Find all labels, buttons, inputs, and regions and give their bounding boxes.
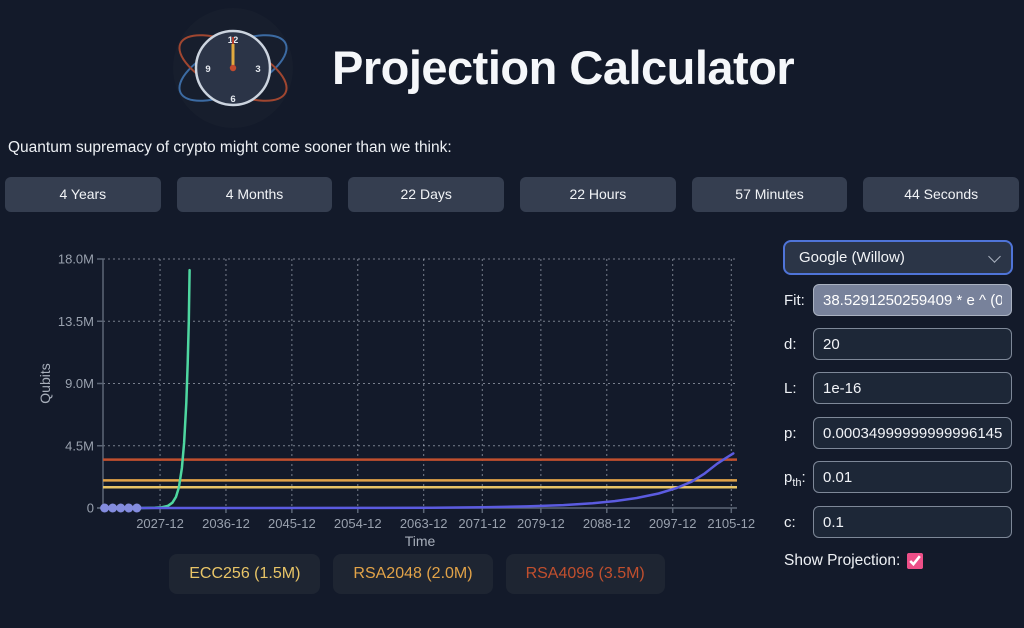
countdown-row: 4 Years 4 Months 22 Days 22 Hours 57 Min… [5, 177, 1020, 212]
show-projection-checkbox[interactable] [907, 553, 924, 569]
x-tick-label: 2105-12 [707, 516, 755, 531]
legend-ecc256-button[interactable]: ECC256 (1.5M) [169, 554, 321, 594]
p-input[interactable] [813, 417, 1012, 449]
countdown-minutes-button[interactable]: 57 Minutes [691, 177, 848, 212]
x-tick-label: 2071-12 [458, 516, 506, 531]
x-tick-label: 2045-12 [268, 516, 316, 531]
fit-input[interactable] [813, 284, 1012, 316]
pth-label: pth: [784, 469, 806, 489]
countdown-days-button[interactable]: 22 Days [348, 177, 505, 212]
x-tick-label: 2063-12 [400, 516, 448, 531]
page-title: Projection Calculator [332, 41, 795, 94]
countdown-hours-button[interactable]: 22 Hours [520, 177, 676, 212]
y-tick-label: 4.5M [65, 438, 94, 453]
y-tick-label: 9.0M [65, 376, 94, 391]
y-tick-label: 18.0M [58, 252, 94, 267]
legend-rsa4096-button[interactable]: RSA4096 (3.5M) [505, 554, 665, 594]
doomsday-clock-icon: 12 3 6 9 [171, 6, 295, 130]
countdown-years-button[interactable]: 4 Years [5, 177, 161, 212]
historical-qubits-dot [108, 503, 118, 513]
x-tick-label: 2054-12 [334, 516, 382, 531]
c-input[interactable] [813, 506, 1012, 538]
countdown-months-button[interactable]: 4 Months [176, 177, 333, 212]
projection-curve [102, 452, 735, 510]
controls-panel: Google (Willow) Fit: d: L: p: pth: c: Sh… [783, 240, 1013, 580]
historical-qubits-dot [124, 503, 134, 513]
d-input[interactable] [813, 328, 1012, 360]
historical-qubits-dot [132, 503, 142, 513]
countdown-seconds-button[interactable]: 44 Seconds [863, 177, 1020, 212]
chart-legend: ECC256 (1.5M) RSA2048 (2.0M) RSA4096 (3.… [97, 554, 737, 594]
show-projection-label: Show Projection: [784, 552, 901, 569]
pth-input[interactable] [813, 461, 1012, 493]
p-label: p: [784, 425, 797, 442]
hardware-select[interactable]: Google (Willow) [783, 240, 1013, 275]
y-tick-label: 13.5M [58, 314, 94, 329]
x-tick-label: 2027-12 [136, 516, 184, 531]
x-tick-label: 2079-12 [517, 516, 565, 531]
c-label: c: [784, 514, 796, 531]
clock-center-dot [229, 64, 237, 72]
svg-text:6: 6 [230, 94, 235, 105]
historical-qubits-dot [116, 503, 126, 513]
qubits-projection-chart: 0 4.5M 9.0M 13.5M 18.0M 2027-12 2036-12 2045-12… [37, 252, 755, 550]
x-axis-title: Time [405, 533, 436, 549]
d-label: d: [784, 336, 797, 353]
historical-qubits-dot [100, 503, 110, 513]
x-tick-label: 2036-12 [202, 516, 250, 531]
l-input[interactable] [813, 372, 1012, 404]
fit-label: Fit: [784, 292, 805, 309]
x-tick-label: 2097-12 [649, 516, 697, 531]
l-label: L: [784, 380, 797, 397]
y-axis-title: Qubits [37, 363, 53, 403]
y-tick-label: 0 [87, 501, 94, 516]
x-tick-label: 2088-12 [583, 516, 631, 531]
intro-text: Quantum supremacy of crypto might come s… [8, 139, 452, 156]
fit-curve [102, 268, 191, 510]
svg-text:9: 9 [205, 64, 210, 75]
legend-rsa2048-button[interactable]: RSA2048 (2.0M) [333, 554, 493, 594]
svg-text:3: 3 [255, 64, 260, 75]
